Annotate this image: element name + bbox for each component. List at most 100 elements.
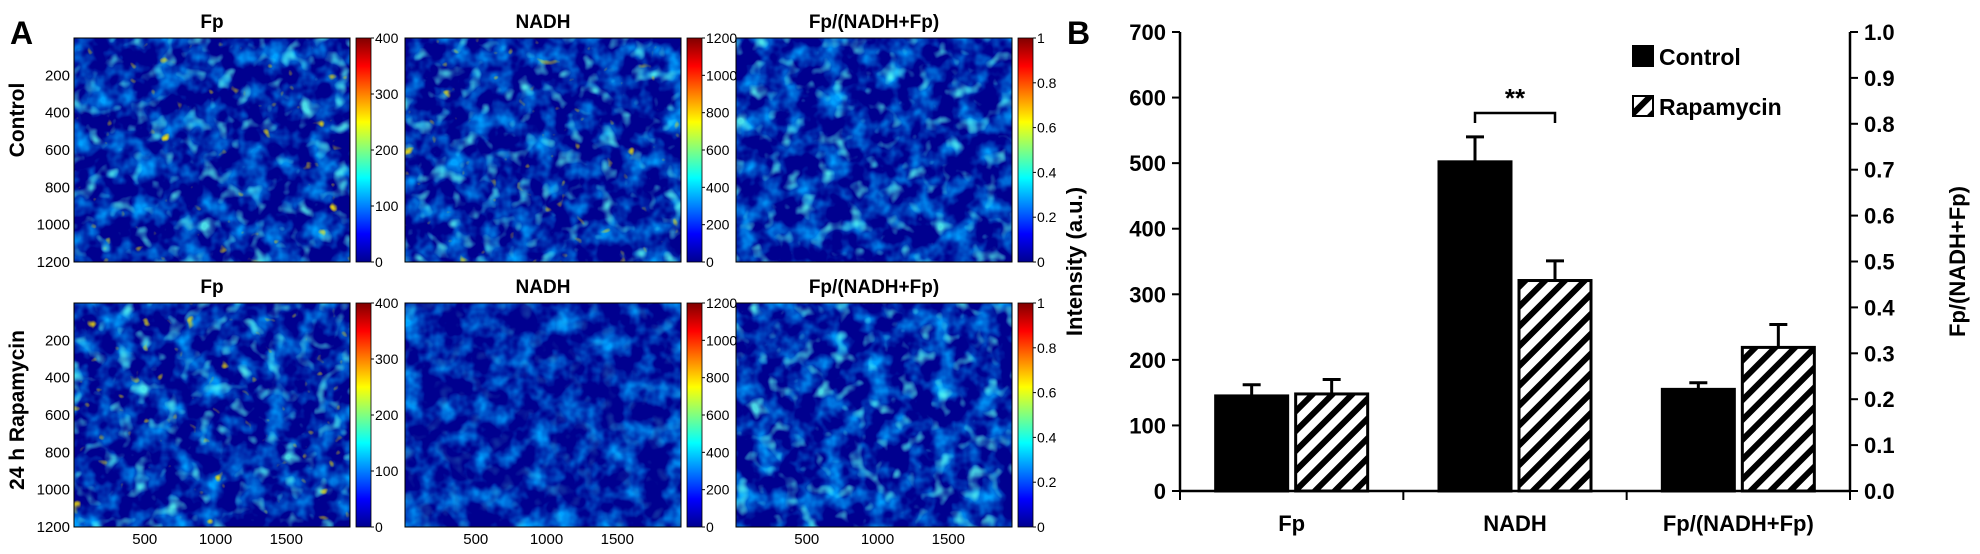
colorbar-tick-label: 200 xyxy=(706,217,730,233)
colorbar-tick-label: 0 xyxy=(375,519,383,535)
colorbar-tick-label: 400 xyxy=(706,444,730,460)
y2-tick-label: 0.7 xyxy=(1864,158,1895,183)
significance-bracket xyxy=(1473,111,1557,123)
colorbar-tick-label: 0 xyxy=(706,519,714,535)
y2-axis-label: Fp/(NADH+Fp) xyxy=(1945,186,1970,337)
x-tick-label: 1500 xyxy=(601,531,634,548)
y-tick-label: 100 xyxy=(1129,413,1166,438)
colorbar-tick-label: 300 xyxy=(375,351,399,367)
y-tick-label: 800 xyxy=(45,179,70,196)
heatmap-hotspots xyxy=(74,303,350,527)
panel-a: A Control 24 h Rapamycin Fp 200 400 600 800 1… xyxy=(6,12,1057,548)
y-tick-label: 700 xyxy=(1129,20,1166,45)
y-tick-label: 1200 xyxy=(37,254,70,271)
colorbar-tick-label: 300 xyxy=(375,86,399,102)
colorbar-tick-label: 0.6 xyxy=(1037,385,1057,401)
x-tick-label: 1000 xyxy=(530,531,563,548)
colorbar-tick-label: 0.2 xyxy=(1037,209,1057,225)
colorbar-tick-label: 0 xyxy=(706,254,714,270)
heatmap-hotspots xyxy=(405,38,681,262)
legend-swatch xyxy=(1632,95,1654,117)
x-tick-label: NADH xyxy=(1483,511,1547,536)
colorbar-tick-label: 0.8 xyxy=(1037,340,1057,356)
colorbar-tick-label: 0.4 xyxy=(1037,429,1057,445)
heatmap-frame xyxy=(73,302,351,528)
colorbar-tick-label: 1200 xyxy=(706,30,737,46)
colorbar xyxy=(686,37,703,263)
colorbar-tick-label: 400 xyxy=(375,295,399,311)
legend-label: Control xyxy=(1659,44,1741,70)
colorbar xyxy=(1017,37,1034,263)
heatmap-frame xyxy=(735,37,1013,263)
heatmap-texture xyxy=(405,303,681,527)
bar-control-1 xyxy=(1437,160,1513,493)
map-title: NADH xyxy=(516,12,571,33)
colorbar-tick-label: 0.6 xyxy=(1037,120,1057,136)
y-tick-label: 200 xyxy=(1129,348,1166,373)
y-axis-label: Intensity (a.u.) xyxy=(1062,187,1087,336)
x-tick-label: 1000 xyxy=(199,531,232,548)
y2-tick-label: 0.9 xyxy=(1864,66,1895,91)
y-tick-label: 600 xyxy=(45,142,70,159)
row-label-control: Control xyxy=(6,83,29,158)
legend-label: Rapamycin xyxy=(1659,94,1782,120)
heatmap-frame xyxy=(73,37,351,263)
colorbar-tick-label: 600 xyxy=(706,142,730,158)
panel-a-label: A xyxy=(10,15,33,51)
colorbar-tick-label: 100 xyxy=(375,198,399,214)
y2-tick-label: 1.0 xyxy=(1864,20,1895,45)
x-tick-label: Fp xyxy=(1278,511,1305,536)
significance-label: ** xyxy=(1505,83,1526,113)
y2-tick-label: 0.3 xyxy=(1864,341,1895,366)
y-tick-label: 1000 xyxy=(37,217,70,234)
panel-b-label: B xyxy=(1067,15,1090,51)
heatmap-texture xyxy=(736,303,1012,527)
colorbar-tick-label: 0 xyxy=(1037,519,1045,535)
y2-tick-label: 0.1 xyxy=(1864,433,1895,458)
y-tick-label: 1000 xyxy=(37,482,70,499)
y-tick-label: 400 xyxy=(1129,217,1166,242)
y2-tick-label: 0.4 xyxy=(1864,295,1895,320)
x-tick-label: Fp/(NADH+Fp) xyxy=(1663,511,1814,536)
y-tick-label: 600 xyxy=(45,407,70,424)
colorbar-tick-label: 1 xyxy=(1037,30,1045,46)
map-title: NADH xyxy=(516,277,571,298)
colorbar-tick-label: 0 xyxy=(375,254,383,270)
heatmap-frame xyxy=(735,302,1013,528)
map-title: Fp xyxy=(200,12,223,33)
colorbar-tick-label: 1000 xyxy=(706,332,737,348)
colorbar-tick-label: 600 xyxy=(706,407,730,423)
y2-tick-label: 0.0 xyxy=(1864,479,1895,504)
x-tick-label: 500 xyxy=(132,531,157,548)
y2-tick-label: 0.6 xyxy=(1864,204,1895,229)
colorbar-tick-label: 100 xyxy=(375,463,399,479)
colorbar-tick-label: 0.2 xyxy=(1037,474,1057,490)
colorbar-tick-label: 0 xyxy=(1037,254,1045,270)
bar-rapamycin-0 xyxy=(1294,392,1370,493)
bar-rapamycin-1 xyxy=(1517,279,1593,493)
heatmap-frame xyxy=(404,37,682,263)
colorbar-tick-label: 400 xyxy=(706,179,730,195)
colorbar xyxy=(355,37,372,263)
y2-tick-label: 0.5 xyxy=(1864,250,1895,275)
y-tick-label: 500 xyxy=(1129,151,1166,176)
panel-b: B 01002003004005006007000.00.10.20.30.40… xyxy=(1062,15,1970,536)
x-tick-label: 500 xyxy=(794,531,819,548)
bar-control-2 xyxy=(1660,387,1736,493)
bar-chart: 0 100 200 300 400 500 600 700 0.0 0.1 0.2 0.3 0.4 0.5… xyxy=(1062,20,1970,536)
bar-rapamycin-2 xyxy=(1740,345,1816,493)
legend-swatch xyxy=(1632,45,1654,67)
colorbar xyxy=(355,302,372,528)
heatmap-hotspots xyxy=(74,38,350,262)
colorbar-tick-label: 0.4 xyxy=(1037,164,1057,180)
colorbar xyxy=(1017,302,1034,528)
y-tick-label: 400 xyxy=(45,370,70,387)
colorbar-tick-label: 1200 xyxy=(706,295,737,311)
colorbar-tick-label: 1000 xyxy=(706,67,737,83)
y2-tick-label: 0.8 xyxy=(1864,112,1895,137)
colorbar-tick-label: 1 xyxy=(1037,295,1045,311)
y-tick-label: 800 xyxy=(45,444,70,461)
colorbar-tick-label: 200 xyxy=(706,482,730,498)
y-tick-label: 200 xyxy=(45,67,70,84)
